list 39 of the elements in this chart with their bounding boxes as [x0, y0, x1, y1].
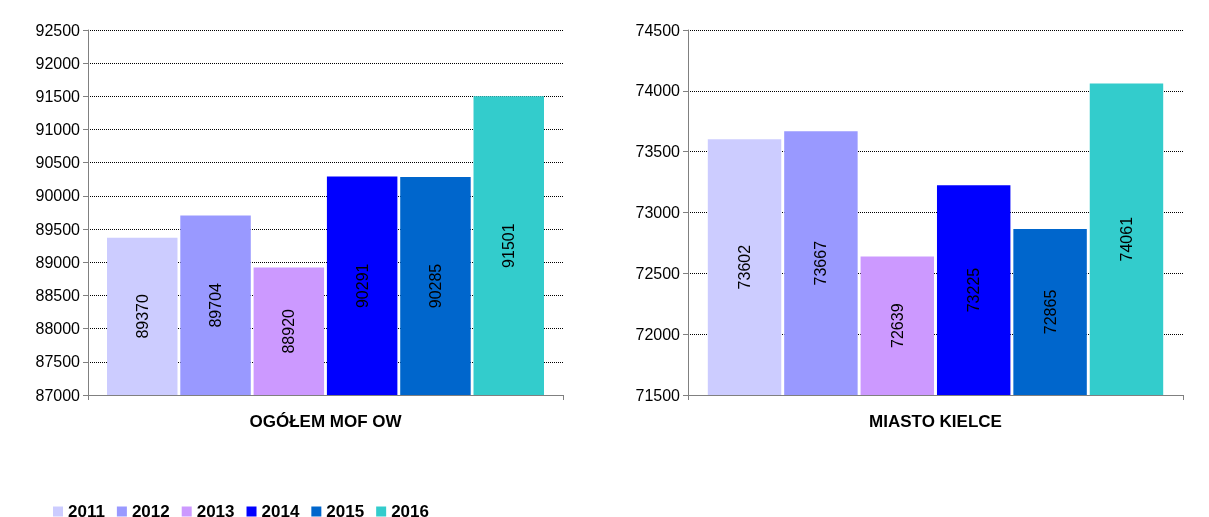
y-tick-label: 88500: [35, 286, 81, 304]
y-tick-label: 90000: [35, 187, 81, 205]
y-tick-label: 89000: [35, 253, 81, 271]
x-tick-label: MIASTO KIELCE: [869, 412, 1002, 431]
y-tick-label: 89500: [35, 220, 81, 238]
y-tick-label: 72500: [635, 264, 681, 282]
y-tick-label: 88000: [35, 320, 81, 338]
y-tick-label: 73500: [635, 143, 681, 161]
data-label: 91501: [500, 223, 518, 268]
data-label: 73225: [965, 267, 983, 313]
y-tick-label: 90500: [35, 154, 81, 172]
x-tick-label: OGÓŁEM MOF OW: [249, 412, 403, 431]
y-tick-label: 71500: [635, 386, 681, 404]
data-label: 89704: [207, 282, 225, 328]
data-label: 73667: [812, 240, 830, 286]
data-label: 89370: [133, 294, 151, 339]
y-tick-label: 92000: [35, 54, 81, 72]
legend-label: 2014: [261, 502, 300, 517]
y-tick-label: 87500: [35, 353, 81, 371]
data-label: 72639: [888, 303, 906, 348]
data-label: 90291: [353, 263, 371, 309]
data-label: 74061: [1117, 216, 1135, 262]
data-label: 73602: [736, 244, 754, 290]
legend-label: 2011: [68, 502, 105, 517]
legend-label: 2015: [326, 502, 365, 517]
y-tick-label: 73000: [635, 204, 681, 221]
legend-label: 2016: [391, 502, 429, 517]
y-tick-label: 74500: [635, 21, 681, 39]
y-tick-label: 74000: [635, 82, 681, 100]
data-label: 90285: [426, 263, 444, 309]
data-label: 88920: [280, 308, 298, 354]
y-tick-label: 91000: [35, 121, 81, 139]
y-tick-label: 91500: [35, 87, 81, 105]
y-tick-label: 87000: [35, 386, 81, 404]
data-label: 72865: [1041, 289, 1059, 335]
y-tick-label: 92500: [35, 21, 81, 39]
legend-label: 2012: [131, 502, 170, 517]
legend-label: 2013: [196, 502, 235, 517]
y-tick-label: 72000: [635, 325, 681, 343]
